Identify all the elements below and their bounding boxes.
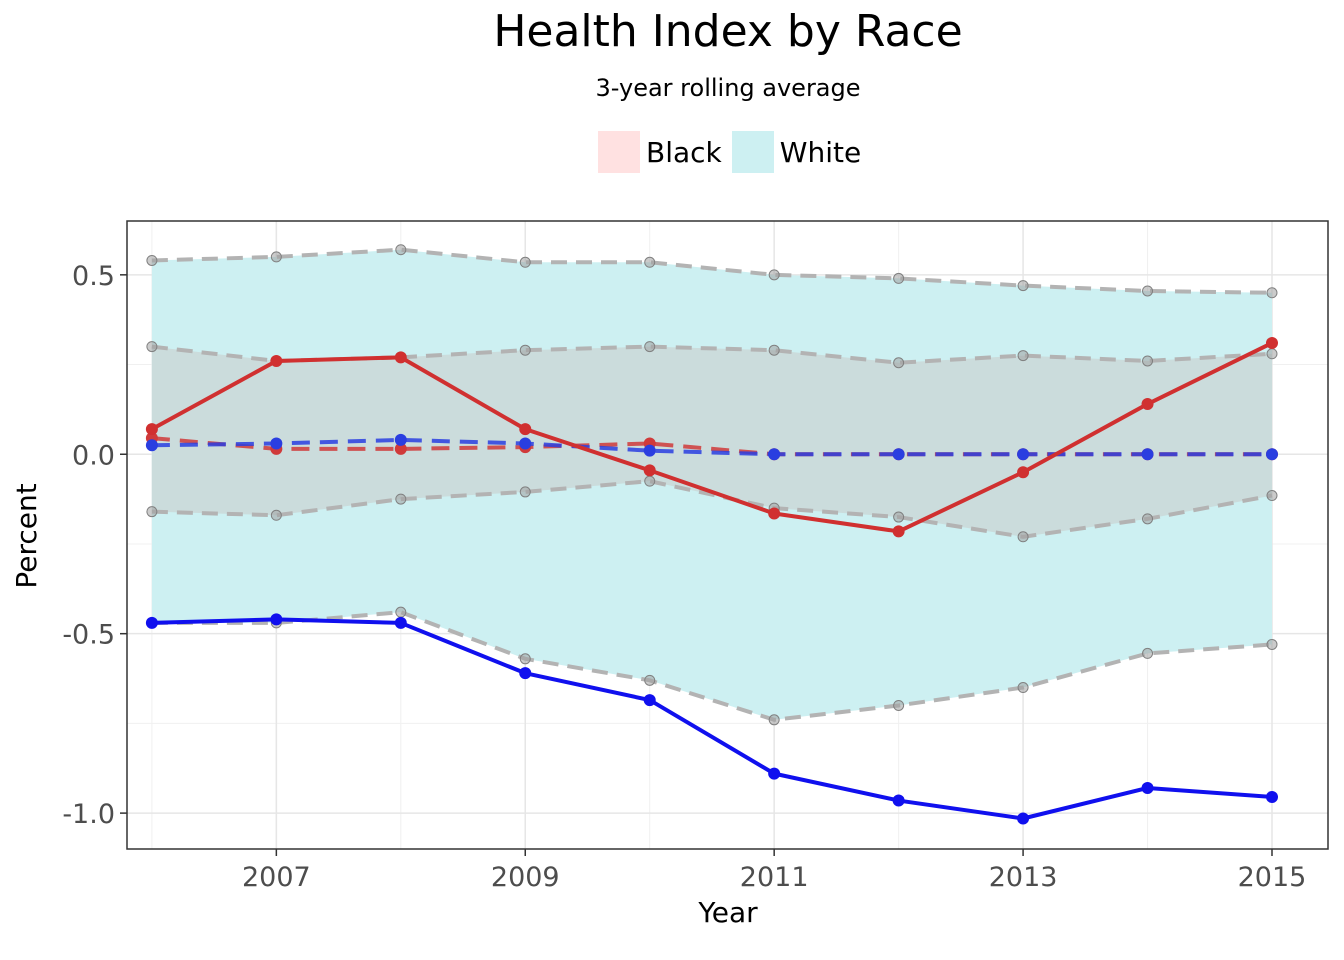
series-point (270, 354, 283, 367)
series-point (394, 442, 407, 455)
series-point (394, 616, 407, 629)
legend: Black White (598, 130, 871, 174)
chart-title: Health Index by Race (493, 6, 963, 57)
band-boundary-line (151, 479, 1273, 539)
band-boundary-point (893, 511, 905, 523)
band-boundary-point (768, 344, 780, 356)
band-boundary-point (644, 674, 656, 686)
band-boundary-point (1142, 647, 1154, 659)
legend-item-black: Black (598, 131, 722, 173)
band-boundary-point (1266, 348, 1278, 360)
series-point (519, 667, 532, 680)
legend-item-white: White (731, 131, 862, 173)
series-point (768, 507, 781, 520)
y-tick-label: -1.0 (62, 799, 115, 830)
series-point (394, 351, 407, 364)
band-boundary-point (893, 357, 905, 369)
band-boundary-point (395, 244, 407, 256)
band-boundary-point (1017, 682, 1029, 694)
series-point (1141, 781, 1154, 794)
y-tick-label: 0.5 (72, 261, 115, 292)
axes: 2007 2009 2011 2013 2015 0.5 0.0 -0.5 -1.0 (62, 220, 1329, 893)
band-boundary-point (1266, 490, 1278, 502)
series-point (892, 525, 905, 538)
y-axis-title: Percent (10, 483, 43, 588)
series-point (270, 613, 283, 626)
series-point (768, 448, 781, 461)
plot-panel-border (126, 220, 1329, 850)
band-black (151, 346, 1272, 537)
series-point (1141, 448, 1154, 461)
series-point (1265, 337, 1278, 350)
band-boundary-point (1017, 350, 1029, 362)
x-tick-label: 2011 (740, 862, 809, 893)
series-point (519, 437, 532, 450)
series-point (519, 423, 532, 436)
y-tick-label: 0.0 (72, 440, 115, 471)
band-boundary-point (270, 251, 282, 263)
band-boundary-line (151, 610, 1273, 722)
series-point (145, 616, 158, 629)
legend-label-white: White (779, 135, 862, 169)
band-boundary-point (519, 486, 531, 498)
band-boundary-point (146, 341, 158, 353)
band-boundary-point (768, 269, 780, 281)
band-boundary-point (1266, 638, 1278, 650)
chart-subtitle: 3-year rolling average (595, 74, 861, 102)
band-boundary-point (519, 256, 531, 268)
series-point (643, 464, 656, 477)
legend-label-black: Black (646, 135, 722, 169)
band-boundary-point (146, 254, 158, 266)
y-tick-label: -0.5 (62, 620, 115, 651)
x-tick-label: 2007 (242, 862, 311, 893)
series-line (151, 437, 1272, 457)
band-boundary-point (395, 606, 407, 618)
series-line (151, 617, 1273, 821)
band-boundary-point (644, 475, 656, 487)
x-axis-title: Year (697, 896, 758, 929)
band-boundary-point (1017, 531, 1029, 543)
series-point (643, 444, 656, 457)
band-boundary-point (1017, 280, 1029, 292)
series-point (394, 433, 407, 446)
series-point (1017, 448, 1030, 461)
series (145, 337, 1278, 825)
band-boundary-point (146, 506, 158, 518)
series-point (145, 423, 158, 436)
band-boundary-point (395, 493, 407, 505)
series-point (270, 437, 283, 450)
band-boundary-point (519, 653, 531, 665)
series-point (1265, 448, 1278, 461)
series-point (1017, 812, 1030, 825)
band-boundary-point (893, 272, 905, 284)
band-boundary-point (1142, 513, 1154, 525)
band-boundary-line (151, 247, 1273, 295)
legend-swatch-black (598, 131, 640, 173)
series-point (145, 439, 158, 452)
series-point (892, 794, 905, 807)
x-tick-label: 2013 (989, 862, 1058, 893)
band-boundary-point (1142, 285, 1154, 297)
series-point (892, 448, 905, 461)
band-boundary-point (1266, 287, 1278, 299)
band-boundary-point (644, 256, 656, 268)
series-point (1017, 466, 1030, 479)
series-line (150, 341, 1273, 534)
band-boundary-point (270, 509, 282, 521)
band-boundary-point (768, 714, 780, 726)
band-boundary-point (644, 341, 656, 353)
band-boundary-point (519, 344, 531, 356)
bands (146, 244, 1278, 726)
x-tick-label: 2015 (1238, 862, 1307, 893)
series-point (1141, 398, 1154, 411)
x-tick-label: 2009 (491, 862, 560, 893)
series-point (643, 694, 656, 707)
legend-swatch-white (731, 131, 774, 173)
band-boundary-point (1142, 355, 1154, 367)
series-point (1265, 790, 1278, 803)
series-point (768, 767, 781, 780)
band-boundary-point (893, 699, 905, 711)
